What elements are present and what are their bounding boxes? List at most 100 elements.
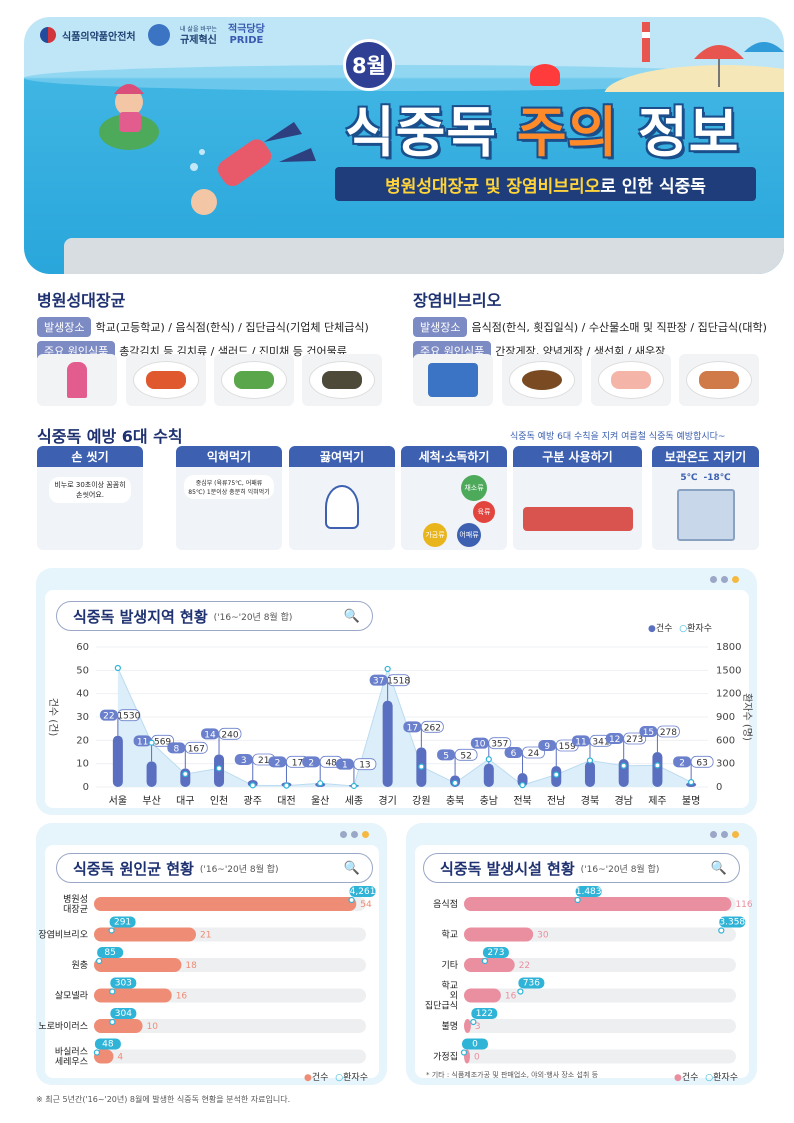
pride-bottom: PRIDE xyxy=(229,35,264,46)
legend-count: 건수 xyxy=(655,624,673,634)
y2-tick-label: 900 xyxy=(716,712,735,723)
kimchi-image xyxy=(126,354,206,406)
cause-legend: ●건수 ○환자수 xyxy=(304,1070,368,1083)
x-tick-label: 충북 xyxy=(446,795,464,807)
search-icon[interactable]: 🔍 xyxy=(343,861,360,876)
patients-label-bg xyxy=(657,725,680,738)
patients-label-bg xyxy=(353,758,377,771)
patients-point xyxy=(574,896,581,904)
patients-label: 1.483 xyxy=(576,887,602,897)
patients-label-bg xyxy=(110,977,137,989)
month-badge: 8월 xyxy=(343,39,395,91)
agency-name: 식품의약품안전처 xyxy=(62,31,136,43)
category-label: 가정집 xyxy=(433,1051,458,1063)
header-banner xyxy=(24,17,784,274)
count-label: 14 xyxy=(204,730,216,740)
x-tick-label: 대구 xyxy=(176,795,194,807)
category-label: 불명 xyxy=(441,1021,458,1032)
legend-patients-dot: ○ xyxy=(679,624,688,634)
search-icon[interactable]: 🔍 xyxy=(343,609,360,624)
marinated-crab-image xyxy=(502,354,582,406)
patients-label-bg xyxy=(387,674,411,687)
search-icon[interactable]: 🔍 xyxy=(710,861,727,876)
rule-label: 끓여먹기 xyxy=(289,446,395,467)
subtitle-rest: 로 인한 식중독 xyxy=(600,176,706,197)
count-label: 10 xyxy=(474,740,486,750)
facility-chart-title-bar: 식중독 발생시설 현황 ('16~'20년 8월 합) 🔍 xyxy=(423,853,740,883)
x-tick-label: 제주 xyxy=(648,795,666,807)
patients-label: 159 xyxy=(559,742,576,752)
y2-tick-label: 1500 xyxy=(716,665,741,676)
patients-label-bg xyxy=(218,727,242,740)
bar-track xyxy=(464,1049,736,1064)
rule-label: 익혀먹기 xyxy=(176,446,282,467)
patients-label: 24 xyxy=(528,749,540,759)
patients-label: 569 xyxy=(154,737,171,747)
patients-label: 357 xyxy=(491,740,508,750)
patients-point xyxy=(109,1018,116,1026)
title-part-2: 주의 xyxy=(516,101,619,164)
x-tick-label: 경남 xyxy=(614,794,632,807)
pride-top: 적극당당 xyxy=(228,24,265,35)
y2-tick-label: 1200 xyxy=(716,689,741,700)
count-label: 4 xyxy=(117,1053,123,1063)
patients-point xyxy=(317,780,324,787)
bar-track xyxy=(464,988,736,1003)
count-label: 2 xyxy=(275,758,281,768)
patients-label: 4,261 xyxy=(350,887,376,897)
regulation-innovation-logo: 내 삶을 바꾸는 규제혁신 xyxy=(180,24,217,46)
rules-title: 식중독 예방 6대 수칙 xyxy=(37,427,183,446)
category-label: 병원성 xyxy=(63,894,88,905)
count-label-bg xyxy=(470,737,489,749)
patients-point xyxy=(93,1049,101,1056)
facility-chart-subtitle: ('16~'20년 8월 합) xyxy=(580,864,660,875)
category-label: 학교 xyxy=(441,930,458,941)
patients-label-bg xyxy=(518,977,545,989)
y-tick-label: 0 xyxy=(83,782,89,793)
category-label: 장염비브리오 xyxy=(38,930,88,941)
patients-point xyxy=(517,988,524,995)
speech-bubble: 비누로 30초이상 꼼꼼히 손씻어요. xyxy=(49,477,131,503)
patients-label: 48 xyxy=(325,758,337,768)
places-text: 학교(고등학교) / 음식점(한식) / 집단급식(기업체 단체급식) xyxy=(95,321,369,334)
agency-logo: 식품의약품안전처 xyxy=(40,27,136,43)
count-label-bg xyxy=(201,728,220,740)
count-bar xyxy=(112,735,123,787)
alarm-siren-icon xyxy=(530,64,560,86)
vegetable-tag: 채소류 xyxy=(461,475,487,501)
patients-point xyxy=(96,957,103,965)
rule-separate-use: 구분 사용하기 xyxy=(513,446,642,550)
count-label-bg xyxy=(302,756,321,768)
pathogen-title: 장염비브리오 xyxy=(413,291,502,310)
patients-label: 122 xyxy=(476,1009,493,1019)
y-tick-label: 60 xyxy=(76,642,89,653)
patients-point xyxy=(519,782,526,789)
pride-logo: 적극당당 PRIDE xyxy=(228,24,265,46)
count-label-bg xyxy=(639,726,658,737)
count-label: 54 xyxy=(360,900,372,910)
patients-point xyxy=(418,763,425,770)
x-tick-label: 울산 xyxy=(311,795,329,807)
x-tick-label: 강원 xyxy=(412,795,430,807)
y-tick-label: 20 xyxy=(76,735,89,746)
patients-point xyxy=(350,782,358,790)
category-label: 원충 xyxy=(71,960,88,971)
count-label: 37 xyxy=(373,677,384,687)
count-label-bg xyxy=(167,742,186,754)
count-label: 0 xyxy=(474,1053,480,1063)
category-label: 노로바이러스 xyxy=(38,1021,88,1032)
facility-legend: ●건수 ○환자수 xyxy=(674,1070,738,1083)
count-label: 1 xyxy=(342,761,348,771)
patients-point xyxy=(620,762,627,769)
count-label-bg xyxy=(571,735,590,747)
patients-label: 303 xyxy=(115,979,132,989)
patients-label: 0 xyxy=(472,1040,478,1050)
freezer-temp: -18℃ xyxy=(703,473,731,483)
x-tick-label: 경북 xyxy=(581,794,599,807)
y-tick-label: 10 xyxy=(76,759,89,770)
refrigerator-icon xyxy=(676,489,735,541)
patients-label: 85 xyxy=(104,948,115,958)
patients-point xyxy=(718,927,725,934)
swimmer-illustration xyxy=(99,84,316,215)
pathogen-title: 병원성대장균 xyxy=(37,291,126,310)
